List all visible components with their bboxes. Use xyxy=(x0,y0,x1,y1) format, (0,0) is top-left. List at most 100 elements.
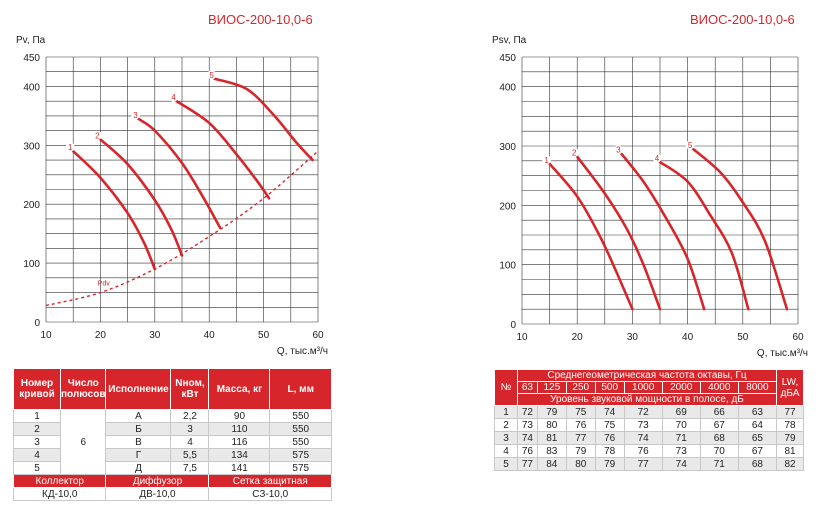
cell: 74 xyxy=(623,431,663,445)
diffuser-header: Диффузор xyxy=(105,474,210,488)
cell: 74 xyxy=(517,431,538,445)
cell: 5 xyxy=(494,457,518,471)
y-tick-label: 200 xyxy=(499,201,516,212)
series-line xyxy=(71,149,157,271)
y-axis-label: Psv, Па xyxy=(492,35,527,46)
cell: 79 xyxy=(565,444,596,458)
y-tick-label: 200 xyxy=(23,200,40,211)
pdv-label: Pdv xyxy=(98,280,111,287)
table-row: 4 76 83 79 78 76 73 70 67 81 xyxy=(494,444,804,458)
table-row: 2 Б 3 110 550 xyxy=(13,422,332,436)
series-line xyxy=(213,77,314,162)
cell: 63 xyxy=(737,405,778,419)
cell: 575 xyxy=(269,448,332,462)
cell: Д xyxy=(105,461,172,475)
cell: 77 xyxy=(776,405,804,419)
cell: 73 xyxy=(661,444,701,458)
cell: 1 xyxy=(13,409,61,423)
cell: 64 xyxy=(737,418,778,432)
y-tick-label: 300 xyxy=(23,141,40,152)
cell: 134 xyxy=(208,448,271,462)
freq-250: 250 xyxy=(565,381,596,394)
table-row: 3 В 4 116 550 xyxy=(13,435,332,449)
cell: 7,5 xyxy=(170,461,210,475)
accessory-row: КД-10,0 ДВ-10,0 СЗ-10,0 xyxy=(12,487,332,501)
header-frequency: Среднегеометрическая частота октавы, Гц xyxy=(517,369,777,382)
left-chart-title: ВИОС-200-10,0-6 xyxy=(208,12,313,27)
cell: 575 xyxy=(269,461,332,475)
cell: 90 xyxy=(208,409,271,423)
series-label: 2 xyxy=(95,131,100,140)
cell: 3 xyxy=(494,431,518,445)
cell: 78 xyxy=(594,444,625,458)
x-tick-label: 40 xyxy=(204,330,216,341)
header-poles: Число полюсов xyxy=(59,368,107,410)
freq-63: 63 xyxy=(517,381,538,394)
noise-table: № Среднегеометрическая частота октавы, Г… xyxy=(494,369,804,471)
series-label-bg xyxy=(169,92,179,102)
cell: 80 xyxy=(536,418,567,432)
psv-chart: 10 20 30 40 50 60 0 100 200 300 400 450 Psv, Па Q, ты… xyxy=(492,35,808,359)
header-number: № xyxy=(494,369,518,406)
cell: 66 xyxy=(699,405,739,419)
x-tick-label: 50 xyxy=(737,332,749,343)
cell: 2,2 xyxy=(170,409,210,423)
cell: 74 xyxy=(594,405,625,419)
y-tick-label: 450 xyxy=(23,53,40,64)
cell: 76 xyxy=(565,418,596,432)
cell: 72 xyxy=(517,405,538,419)
cell: 78 xyxy=(776,418,804,432)
cell: 82 xyxy=(776,457,804,471)
cell: 81 xyxy=(776,444,804,458)
collector-value: КД-10,0 xyxy=(12,487,107,501)
freq-125: 125 xyxy=(536,381,567,394)
x-tick-label: 20 xyxy=(572,332,584,343)
collector-header: Коллектор xyxy=(12,474,107,488)
table-row: 5 Д 7,5 141 575 xyxy=(13,461,332,475)
x-tick-label: 30 xyxy=(149,330,161,341)
series-line xyxy=(99,138,184,257)
cell: 3 xyxy=(13,435,61,449)
x-tick-label: 60 xyxy=(792,332,804,343)
y-axis-label: Pv, Па xyxy=(16,35,46,46)
cell: 550 xyxy=(269,422,332,436)
x-tick-label: 50 xyxy=(258,330,270,341)
series-label-bg xyxy=(652,153,662,163)
pv-chart: 10 20 30 40 50 60 0 100 200 300 400 450 Pv, Па Q, тыс… xyxy=(16,35,328,357)
cell: Г xyxy=(105,448,172,462)
cell: 77 xyxy=(565,431,596,445)
cell: 550 xyxy=(269,435,332,449)
x-tick-label: 60 xyxy=(312,330,324,341)
y-tick-label: 450 xyxy=(499,53,516,64)
cell: 72 xyxy=(623,405,663,419)
series-line xyxy=(620,152,706,311)
cell: 4 xyxy=(494,444,518,458)
header-curve: Номер кривой xyxy=(13,368,61,410)
y-tick-label: 100 xyxy=(499,261,516,272)
table-row: 2 73 80 76 75 73 70 67 64 78 xyxy=(494,418,804,432)
series-label-bg xyxy=(613,145,623,155)
cell: 83 xyxy=(536,444,567,458)
cell: 5,5 xyxy=(170,448,210,462)
cell: 81 xyxy=(536,431,567,445)
cell: 79 xyxy=(776,431,804,445)
cell: 70 xyxy=(661,418,701,432)
header-mass: Масса, кг xyxy=(208,368,271,410)
series-label: 1 xyxy=(544,156,549,165)
y-tick-label: 100 xyxy=(23,259,40,270)
x-tick-label: 10 xyxy=(516,332,528,343)
cell: 3 xyxy=(170,422,210,436)
cell: 5 xyxy=(13,461,61,475)
cell: 73 xyxy=(623,418,663,432)
cell: 84 xyxy=(536,457,567,471)
series-label-bg xyxy=(207,70,217,80)
x-tick-label: 10 xyxy=(40,330,52,341)
x-tick-label: 20 xyxy=(95,330,107,341)
y-tick-label: 0 xyxy=(34,318,40,329)
x-tick-label: 40 xyxy=(682,332,694,343)
freq-2000: 2000 xyxy=(661,381,701,394)
series-label: 3 xyxy=(616,146,621,155)
poles-cell: 6 xyxy=(59,409,107,475)
cell: 71 xyxy=(661,431,701,445)
spec-table: Номер кривой Число полюсов Исполнение Nн… xyxy=(12,368,332,501)
